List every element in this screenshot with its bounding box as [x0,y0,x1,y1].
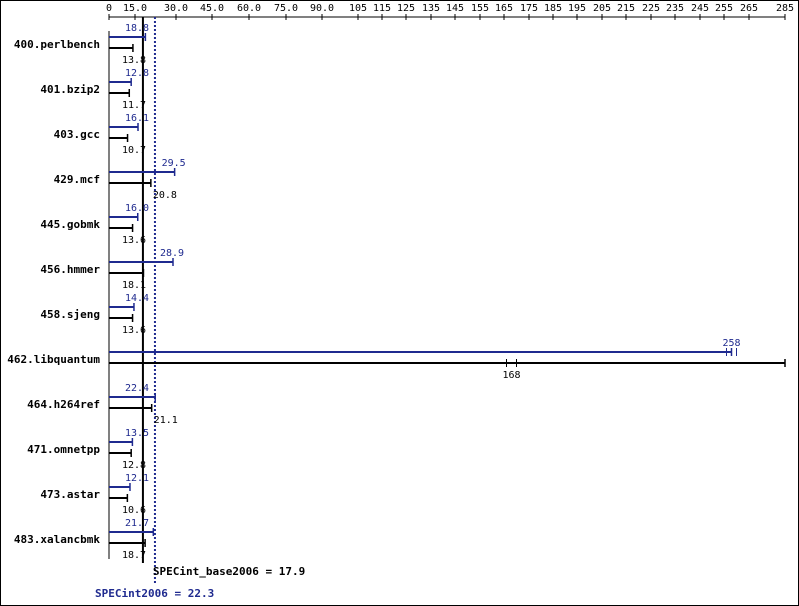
category-label: 403.gcc [54,128,100,141]
base-value-label: 13.8 [122,55,146,66]
base-value-label: 168 [502,370,520,381]
x-tick-label: 15.0 [123,3,147,14]
x-tick-label: 285 [776,3,794,14]
x-tick-label: 90.0 [310,3,334,14]
x-tick-label: 30.0 [164,3,188,14]
category-label: 429.mcf [54,173,100,186]
x-tick-label: 175 [520,3,538,14]
peak-value-label: 28.9 [160,248,184,259]
x-tick-label: 135 [422,3,440,14]
base-value-label: 18.7 [122,550,146,561]
peak-summary-label: SPECint2006 = 22.3 [95,587,214,600]
x-tick-label: 245 [691,3,709,14]
category-label: 400.perlbench [14,38,100,51]
peak-value-label: 12.1 [125,473,149,484]
category-label: 458.sjeng [40,308,100,321]
x-tick-label: 60.0 [237,3,261,14]
x-tick-label: 105 [349,3,367,14]
base-value-label: 12.8 [122,460,146,471]
peak-value-label: 14.4 [125,293,149,304]
base-value-label: 13.6 [122,235,146,246]
base-value-label: 10.7 [122,145,146,156]
category-label: 401.bzip2 [40,83,100,96]
category-label: 456.hmmer [40,263,100,276]
x-tick-label: 215 [617,3,635,14]
peak-value-label: 22.4 [125,383,149,394]
x-tick-label: 75.0 [274,3,298,14]
x-tick-label: 205 [593,3,611,14]
x-tick-label: 145 [446,3,464,14]
peak-value-label: 258 [722,338,740,349]
x-tick-label: 45.0 [200,3,224,14]
category-label: 462.libquantum [7,353,100,366]
x-tick-label: 265 [740,3,758,14]
peak-value-label: 21.7 [125,518,149,529]
x-tick-label: 235 [666,3,684,14]
peak-value-label: 16.1 [125,113,149,124]
category-label: 471.omnetpp [27,443,100,456]
x-tick-label: 165 [495,3,513,14]
base-value-label: 11.7 [122,100,146,111]
x-tick-label: 115 [373,3,391,14]
base-value-label: 13.6 [122,325,146,336]
peak-value-label: 13.5 [125,428,149,439]
peak-value-label: 12.8 [125,68,149,79]
base-value-label: 21.1 [154,415,178,426]
x-tick-label: 225 [642,3,660,14]
base-value-label: 10.6 [122,505,146,516]
category-label: 473.astar [40,488,100,501]
base-value-label: 20.8 [153,190,177,201]
x-tick-label: 155 [471,3,489,14]
base-value-label: 18.1 [122,280,146,291]
x-tick-label: 195 [568,3,586,14]
category-label: 445.gobmk [40,218,100,231]
peak-value-label: 16.0 [125,203,149,214]
base-summary-label: SPECint_base2006 = 17.9 [153,565,305,578]
peak-value-label: 29.5 [162,158,186,169]
peak-value-label: 18.8 [125,23,149,34]
x-tick-label: 0 [106,3,112,14]
x-tick-label: 185 [544,3,562,14]
x-tick-label: 255 [715,3,733,14]
x-tick-label: 125 [397,3,415,14]
category-label: 483.xalancbmk [14,533,100,546]
category-label: 464.h264ref [27,398,100,411]
